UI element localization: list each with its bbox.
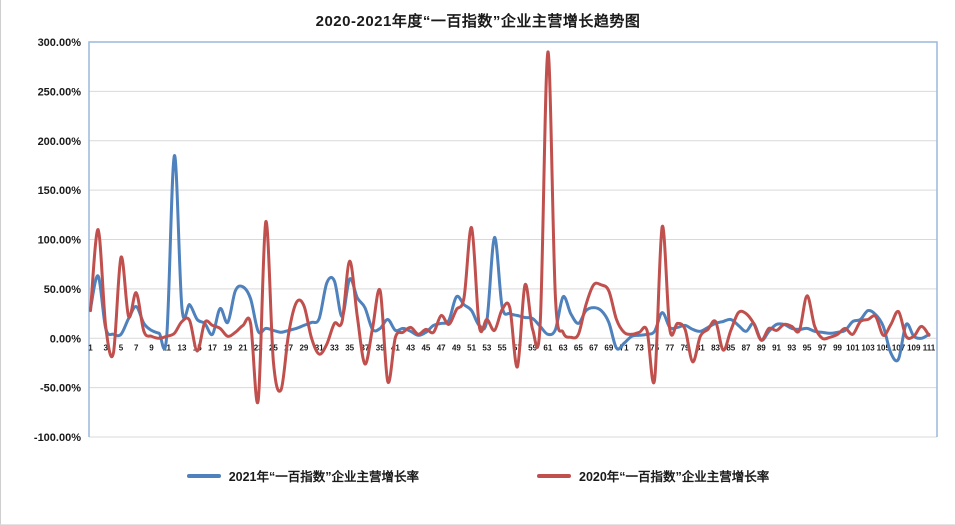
x-tick-label: 55	[498, 343, 507, 352]
x-tick-label: 37	[360, 343, 369, 352]
x-tick-label: 109	[907, 343, 921, 352]
x-tick-label: 83	[711, 343, 720, 352]
x-tick-label: 33	[330, 343, 339, 352]
x-tick-label: 39	[376, 343, 385, 352]
y-tick-label: 150.00%	[38, 185, 82, 197]
series-line-2021	[89, 154, 931, 363]
y-tick-label: -50.00%	[40, 383, 81, 395]
x-tick-label: 87	[742, 343, 751, 352]
x-tick-label: 75	[650, 343, 659, 352]
legend-label-2021: 2021年“一百指数”企业主营增长率	[228, 470, 419, 484]
legend-label-2020: 2020年“一百指数”企业主营增长率	[579, 470, 770, 484]
y-tick-label: 250.00%	[38, 86, 82, 98]
y-tick-label: 50.00%	[44, 284, 82, 296]
x-tick-label: 89	[757, 343, 766, 352]
x-tick-label: 85	[726, 343, 735, 352]
x-tick-label: 111	[923, 343, 936, 352]
x-tick-label: 27	[284, 343, 293, 352]
x-tick-label: 57	[513, 343, 522, 352]
x-tick-label: 17	[208, 343, 217, 352]
chart-title: 2020-2021年度“一百指数”企业主营增长趋势图	[315, 13, 641, 30]
x-tick-label: 81	[696, 343, 705, 352]
x-tick-label: 51	[467, 343, 476, 352]
x-tick-label: 61	[543, 343, 552, 352]
x-tick-label: 73	[635, 343, 644, 352]
x-tick-label: 41	[391, 343, 400, 352]
legend-line-icon-blue	[186, 473, 221, 478]
x-tick-label: 21	[239, 343, 248, 352]
x-tick-label: 93	[787, 343, 796, 352]
x-tick-label: 65	[574, 343, 583, 352]
x-tick-label: 1	[88, 343, 93, 352]
x-tick-label: 77	[665, 343, 674, 352]
y-tick-label: 200.00%	[38, 136, 82, 148]
plot-border	[88, 41, 938, 437]
x-tick-label: 13	[178, 343, 187, 352]
x-tick-label: 47	[437, 343, 446, 352]
legend-item-2020: 2020年“一百指数”企业主营增长率	[537, 466, 769, 485]
legend-line-icon-red	[537, 473, 571, 478]
x-tick-label: 95	[803, 343, 812, 352]
y-tick-label: 100.00%	[38, 235, 82, 247]
x-tick-label: 101	[846, 343, 860, 352]
x-tick-label: 35	[345, 343, 354, 352]
x-tick-label: 9	[149, 343, 154, 352]
y-tick-label: -100.00%	[34, 432, 81, 444]
x-tick-label: 97	[818, 343, 827, 352]
x-tick-label: 7	[134, 343, 139, 352]
x-tick-label: 71	[620, 343, 629, 352]
x-tick-label: 53	[482, 343, 491, 352]
x-tick-label: 67	[589, 343, 598, 352]
x-tick-label: 31	[315, 343, 324, 352]
x-tick-label: 19	[223, 343, 232, 352]
x-tick-label: 79	[681, 343, 690, 352]
x-tick-label: 69	[604, 343, 613, 352]
legend-item-2021: 2021年“一百指数”企业主营增长率	[186, 466, 419, 485]
y-tick-label: 300.00%	[38, 37, 82, 49]
x-tick-label: 29	[299, 343, 308, 352]
series-line-2020	[89, 50, 931, 405]
x-tick-label: 3	[104, 343, 109, 352]
x-tick-label: 99	[833, 343, 842, 352]
x-tick-label: 5	[119, 343, 124, 352]
y-tick-label: 0.00%	[50, 333, 81, 345]
x-tick-label: 23	[254, 343, 263, 352]
x-tick-label: 105	[877, 343, 891, 352]
x-tick-label: 107	[892, 343, 906, 352]
x-tick-label: 11	[162, 343, 171, 352]
x-tick-label: 45	[421, 343, 430, 352]
x-tick-label: 63	[559, 343, 568, 352]
x-tick-label: 59	[528, 343, 537, 352]
x-tick-label: 91	[772, 343, 781, 352]
x-tick-label: 49	[452, 343, 461, 352]
x-tick-label: 43	[406, 343, 415, 352]
x-tick-label: 15	[193, 343, 202, 352]
x-tick-label: 103	[861, 343, 875, 352]
legend: 2021年“一百指数”企业主营增长率 2020年“一百指数”企业主营增长率	[1, 466, 955, 485]
